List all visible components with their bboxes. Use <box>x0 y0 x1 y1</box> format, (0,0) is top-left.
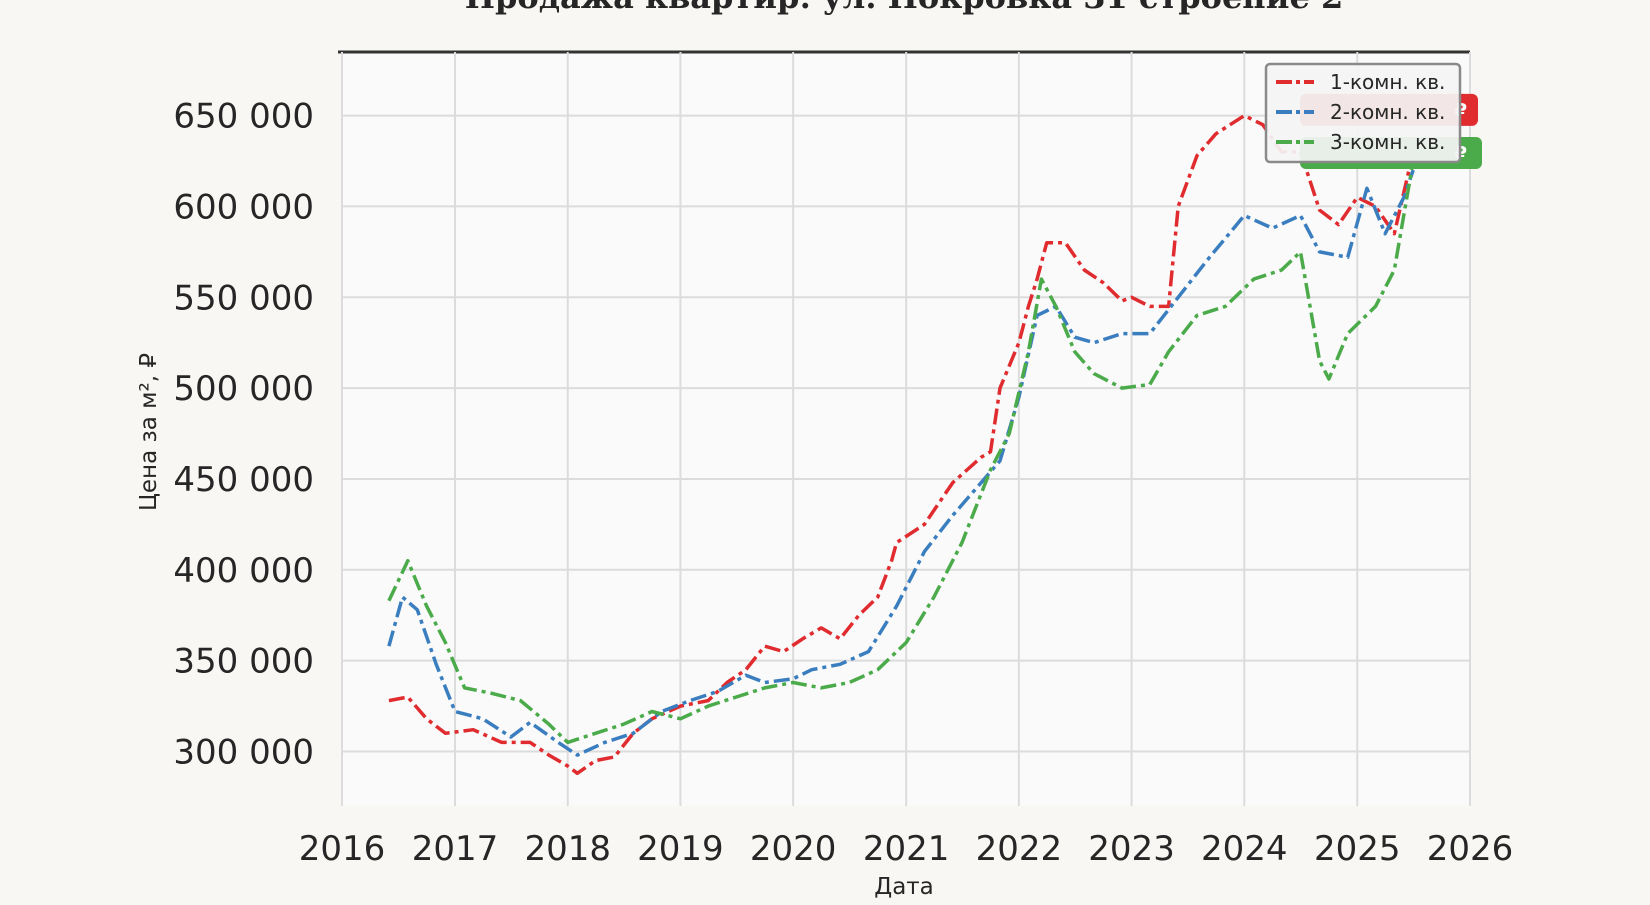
y-tick-label: 500 000 <box>173 369 314 409</box>
y-tick-label: 300 000 <box>173 732 314 772</box>
legend-label: 1-комн. кв. <box>1330 70 1445 94</box>
legend-box <box>1264 62 1462 164</box>
x-tick-label: 2018 <box>524 829 611 869</box>
x-tick-label: 2016 <box>299 829 386 869</box>
y-tick-label: 400 000 <box>173 551 314 591</box>
legend-label: 2-комн. кв. <box>1330 100 1445 124</box>
x-tick-label: 2019 <box>637 829 724 869</box>
y-tick-label: 350 000 <box>173 642 314 682</box>
x-axis-label: Дата <box>874 874 934 900</box>
legend-item-1: 1-комн. кв. <box>1276 70 1445 94</box>
chart-title: Продажа квартир: ул. Покровка 31 строени… <box>465 0 1343 16</box>
legend-item-3: 3-комн. кв. <box>1276 130 1445 154</box>
y-tick-label: 600 000 <box>173 187 314 227</box>
series-line-3 <box>387 160 1415 745</box>
x-tick-label: 2026 <box>1427 829 1514 869</box>
y-tick-label: 450 000 <box>173 460 314 500</box>
y-tick-label: 550 000 <box>173 278 314 318</box>
x-tick-label: 2021 <box>863 829 950 869</box>
series-lines <box>387 113 1415 776</box>
plot-area <box>338 50 1470 806</box>
x-tick-label: 2023 <box>1088 829 1175 869</box>
legend-label: 3-комн. кв. <box>1330 130 1445 154</box>
x-tick-label: 2020 <box>750 829 837 869</box>
x-axis: 2016 2017 2018 2019 2020 2021 2022 2023 2024 2025… <box>299 829 1514 869</box>
y-tick-label: 650 000 <box>173 97 314 137</box>
y-axis: 300 000 350 000 400 000 450 000 500 000 550 0… <box>173 97 314 773</box>
series-line-1 <box>388 113 1415 776</box>
series-line-2 <box>387 169 1415 757</box>
legend: 1-комн. кв. 2-комн. кв. 3-комн. кв. <box>1264 62 1462 164</box>
x-tick-label: 2024 <box>1201 829 1288 869</box>
x-tick-label: 2022 <box>976 829 1063 869</box>
x-tick-label: 2025 <box>1314 829 1401 869</box>
x-tick-label: 2017 <box>412 829 499 869</box>
legend-item-2: 2-комн. кв. <box>1276 100 1445 124</box>
y-axis-label: Цена за м², ₽ <box>136 353 162 511</box>
